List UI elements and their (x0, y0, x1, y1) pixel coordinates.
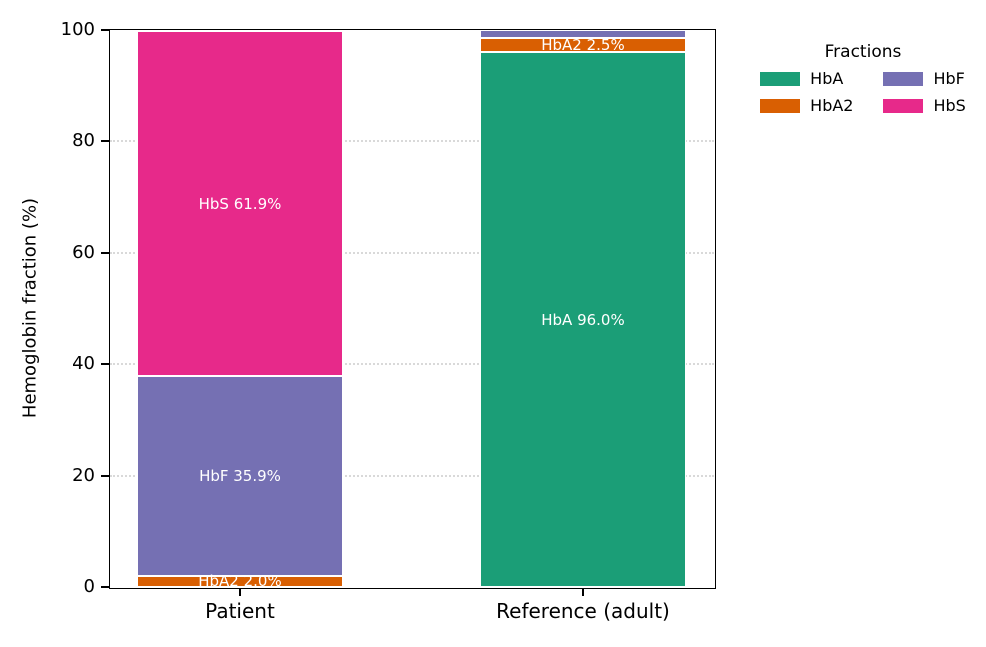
legend-label-hbf: HbF (933, 69, 965, 88)
legend-item-hba: HbA (760, 70, 853, 88)
y-tick-label-60: 60 (72, 241, 95, 263)
gridline-40 (110, 363, 714, 366)
y-tick-mark-20 (101, 474, 109, 477)
legend-swatch-hbs-icon (883, 99, 924, 113)
segment-label-hbf-patient: HbF 35.9% (199, 466, 281, 485)
legend-item-hbf: HbF (883, 70, 965, 88)
legend-item-hba2: HbA2 (760, 97, 853, 115)
legend-swatch-hba2-icon (760, 99, 801, 113)
legend-title: Fractions (824, 42, 902, 62)
plot-area: HbA2 2.0% HbF 35.9% HbS 61.9% HbA 96.0% HbA2… (108, 28, 716, 590)
y-tick-label-40: 40 (72, 353, 95, 375)
segment-label-hba2-reference-adult: HbA2 2.5% (541, 36, 625, 55)
y-tick-label-100: 100 (60, 19, 95, 40)
y-tick-mark-100 (101, 29, 109, 31)
bar-patient: HbA2 2.0% HbF 35.9% HbS 61.9% (137, 31, 343, 590)
bar-reference-adult: HbA 96.0% HbA2 2.5% (480, 30, 686, 587)
legend: Fractions HbA HbA2 HbF HbS (740, 42, 986, 115)
segment-label-hbs-patient: HbS 61.9% (198, 194, 282, 213)
segment-hbf-reference-adult (480, 30, 686, 39)
gridline-20 (110, 474, 714, 477)
legend-swatch-hbf-icon (883, 72, 924, 86)
gridline-60 (110, 251, 714, 254)
gridline-80 (110, 140, 714, 143)
segment-hbs-patient: HbS 61.9% (137, 31, 343, 376)
segment-label-hba2-patient: HbA2 2.0% (198, 572, 282, 591)
x-tick-mark-1 (239, 588, 241, 596)
y-tick-label-0: 0 (83, 576, 95, 597)
segment-label-hba-reference-adult: HbA 96.0% (541, 310, 625, 329)
x-tick-mark-2 (582, 588, 584, 596)
y-tick-mark-80 (101, 140, 109, 143)
segment-hba2-patient: HbA2 2.0% (137, 572, 343, 590)
x-tick-label-2: Reference (adult) (496, 599, 670, 623)
y-tick-label-20: 20 (72, 464, 95, 486)
legend-grid: HbA HbA2 HbF HbS (740, 70, 986, 115)
legend-label-hbs: HbS (933, 96, 966, 115)
segment-hba2-reference-adult: HbA2 2.5% (480, 36, 686, 55)
y-tick-mark-0 (101, 586, 109, 588)
legend-item-hbs: HbS (883, 96, 966, 115)
y-tick-mark-40 (101, 363, 109, 366)
y-axis-title: Hemoglobin fraction (%) (19, 197, 41, 419)
segment-hbf-patient: HbF 35.9% (137, 375, 343, 576)
legend-swatch-hba-icon (760, 72, 801, 86)
y-tick-mark-60 (101, 251, 109, 254)
legend-label-hba: HbA (810, 69, 844, 88)
y-tick-label-80: 80 (72, 130, 95, 152)
legend-label-hba2: HbA2 (810, 96, 854, 115)
x-tick-label-1: Patient (205, 599, 275, 623)
segment-hba-reference-adult: HbA 96.0% (480, 52, 686, 587)
